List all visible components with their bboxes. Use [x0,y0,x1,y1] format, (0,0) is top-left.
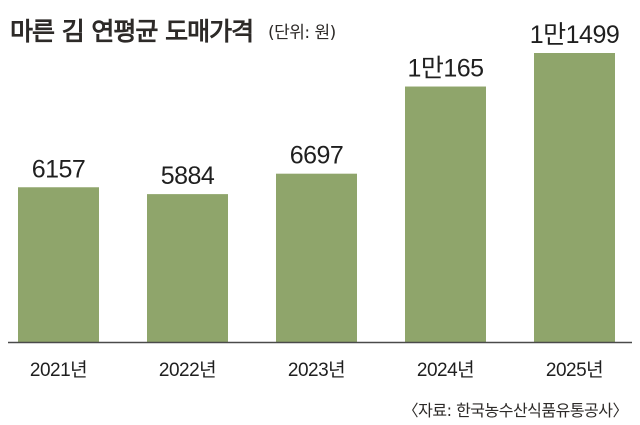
category-labels-group: 2021년 2022년 2023년 2024년 2025년 [30,359,604,381]
category-label-2025년: 2025년 [546,359,603,381]
bar-2023년 [276,173,357,342]
value-labels-group: 6157 5884 6697 1만165 1만1499 [32,21,620,190]
category-label-2022년: 2022년 [159,359,216,381]
value-label-2024년: 1만165 [407,55,483,83]
chart-title: 마른 김 연평균 도매가격 [10,17,254,46]
bar-2025년 [534,53,615,342]
category-label-2023년: 2023년 [288,359,345,381]
bar-2021년 [18,187,99,342]
bar-2022년 [147,194,228,342]
unit-label: (단위: 원) [268,23,336,43]
category-label-2021년: 2021년 [30,359,87,381]
value-label-2023년: 6697 [290,142,344,170]
category-label-2024년: 2024년 [417,359,474,381]
value-label-2021년: 6157 [32,155,86,183]
value-label-2025년: 1만1499 [530,21,620,49]
bar-2024년 [405,86,486,342]
source-note: 〈자료: 한국농수산식품유통공사〉 [402,401,629,420]
value-label-2022년: 5884 [161,162,215,190]
bars-group [18,53,615,342]
